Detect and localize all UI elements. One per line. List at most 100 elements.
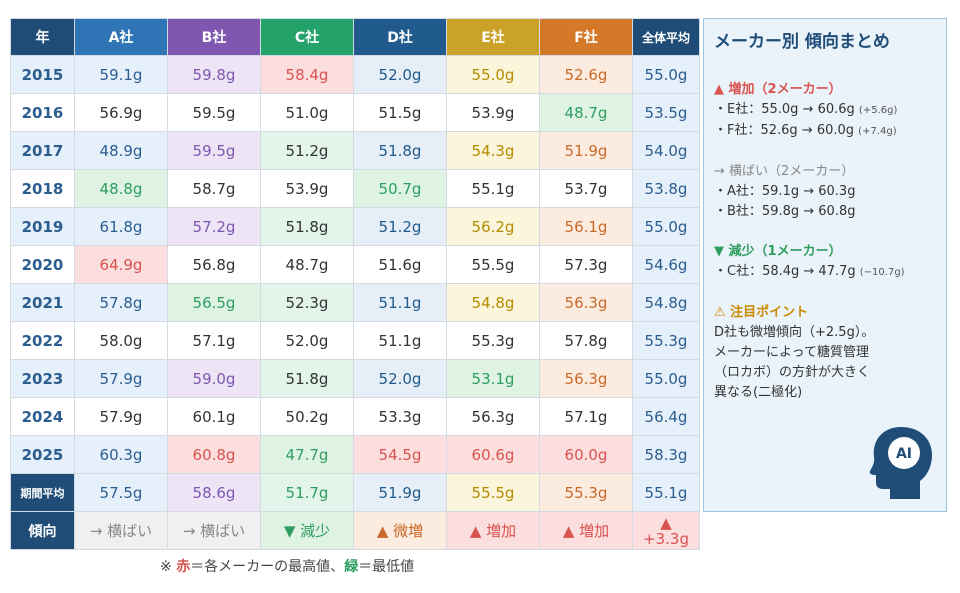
trend-cell: ▼ 減少 [260,511,354,550]
table-row: 2022 58.0g 57.1g 52.0g 51.1g 55.3g 57.8g 55.3g [10,321,700,360]
value-cell: 48.9g [74,131,168,170]
value-cell: 57.1g [167,321,261,360]
value-cell: 55.0g [446,55,540,94]
decrease-item: ・C社：58.4g → 47.7g (−10.7g) [714,262,936,283]
value-cell: 58.7g [167,169,261,208]
decrease-section: ▼ 減少（1メーカー） ・C社：58.4g → 47.7g (−10.7g) [714,240,936,283]
value-cell: 55.1g [446,169,540,208]
value-cell: 51.8g [260,207,354,246]
increase-item-delta: (+7.4g) [858,126,897,137]
legend-note: ※ 赤＝各メーカーの最高値、緑＝最低値 [160,556,414,576]
value-cell: 59.8g [167,55,261,94]
period-average-cell: 55.3g [539,473,633,512]
value-cell: 57.8g [74,283,168,322]
flat-item: ・B社：59.8g → 60.8g [714,202,936,222]
header-col-1: A社 [74,18,168,56]
table-row: 2021 57.8g 56.5g 52.3g 51.1g 54.8g 56.3g 54.8g [10,283,700,322]
year-cell: 2016 [10,93,75,132]
warning-line: 異なる(二極化) [714,385,803,400]
value-cell: 53.9g [260,169,354,208]
ai-label: AI [896,446,912,462]
period-average-cell: 58.6g [167,473,261,512]
value-cell: 56.3g [539,283,633,322]
value-cell: 53.5g [632,93,700,132]
value-cell: 55.5g [446,245,540,284]
increase-item-delta: (+5.6g) [858,105,898,116]
table-row: 2025 60.3g 60.8g 47.7g 54.5g 60.6g 60.0g 58.3g [10,435,700,474]
header-col-5: E社 [446,18,540,56]
header-year: 年 [10,18,75,56]
table-row: 2017 48.9g 59.5g 51.2g 51.8g 54.3g 51.9g 54.0g [10,131,700,170]
increase-item: ・E社：55.0g → 60.6g (+5.6g) [714,100,936,121]
period-average-cell: 51.7g [260,473,354,512]
value-cell: 55.0g [632,359,700,398]
increase-item: ・F社：52.6g → 60.0g (+7.4g) [714,121,936,142]
panel-title: メーカー別 傾向まとめ [714,32,890,52]
value-cell: 50.7g [353,169,447,208]
year-cell: 2015 [10,55,75,94]
value-cell: 59.5g [167,93,261,132]
value-cell: 56.5g [167,283,261,322]
value-cell: 54.8g [446,283,540,322]
value-cell: 51.1g [353,283,447,322]
value-cell: 51.8g [353,131,447,170]
value-cell: 48.7g [539,93,633,132]
value-cell: 60.6g [446,435,540,474]
period-average-cell: 55.5g [446,473,540,512]
value-cell: 51.2g [260,131,354,170]
year-cell: 2018 [10,169,75,208]
flat-heading: → 横ばい（2メーカー） [714,164,855,179]
value-cell: 51.5g [353,93,447,132]
value-cell: 58.0g [74,321,168,360]
trend-cell: ▲ 増加 [446,511,540,550]
summary-panel: メーカー別 傾向まとめ ▲ 増加（2メーカー） ・E社：55.0g → 60.6… [703,18,947,512]
value-cell: 53.8g [632,169,700,208]
value-cell: 57.2g [167,207,261,246]
value-cell: 60.8g [167,435,261,474]
value-cell: 52.0g [353,359,447,398]
decrease-item-text: ・C社：58.4g → 47.7g [714,264,856,279]
warning-line: （ロカボ）の方針が大きく [714,365,871,380]
year-cell: 2017 [10,131,75,170]
sugar-content-table: 年 A社 B社 C社 D社 E社 F社 全体平均 2015 59.1g 59.8g 58.4g 52.… [10,18,700,550]
value-cell: 53.3g [353,397,447,436]
header-col-3: C社 [260,18,354,56]
value-cell: 59.1g [74,55,168,94]
flat-item-text: ・A社：59.1g → 60.3g [714,184,856,199]
value-cell: 51.1g [353,321,447,360]
warning-heading: ⚠ 注目ポイント [714,305,809,320]
value-cell: 54.3g [446,131,540,170]
value-cell: 60.0g [539,435,633,474]
value-cell: 60.1g [167,397,261,436]
value-cell: 56.3g [539,359,633,398]
header-col-6: F社 [539,18,633,56]
value-cell: 56.1g [539,207,633,246]
value-cell: 54.8g [632,283,700,322]
value-cell: 51.8g [260,359,354,398]
value-cell: 51.0g [260,93,354,132]
value-cell: 57.1g [539,397,633,436]
value-cell: 59.0g [167,359,261,398]
trend-cell: ▲ 微増 [353,511,447,550]
value-cell: 58.4g [260,55,354,94]
value-cell: 53.7g [539,169,633,208]
increase-section: ▲ 増加（2メーカー） ・E社：55.0g → 60.6g (+5.6g) ・F社… [714,78,936,142]
table-row: 2024 57.9g 60.1g 50.2g 53.3g 56.3g 57.1g 56.4g [10,397,700,436]
table-row: 2016 56.9g 59.5g 51.0g 51.5g 53.9g 48.7g 53.5g [10,93,700,132]
value-cell: 48.7g [260,245,354,284]
value-cell: 51.2g [353,207,447,246]
header-row: 年 A社 B社 C社 D社 E社 F社 全体平均 [10,18,700,56]
value-cell: 54.6g [632,245,700,284]
trend-row: 傾向 → 横ばい → 横ばい ▼ 減少 ▲ 微増 ▲ 増加 ▲ 増加 ▲ +3.3g [10,511,700,550]
decrease-item-delta: (−10.7g) [859,267,905,278]
table-row: 2015 59.1g 59.8g 58.4g 52.0g 55.0g 52.6g 55.0g [10,55,700,94]
value-cell: 56.3g [446,397,540,436]
period-average-cell: 51.9g [353,473,447,512]
table-row: 2019 61.8g 57.2g 51.8g 51.2g 56.2g 56.1g 55.0g [10,207,700,246]
year-cell: 2019 [10,207,75,246]
ai-head-icon: AI [869,427,932,499]
table-row: 2018 48.8g 58.7g 53.9g 50.7g 55.1g 53.7g 53.8g [10,169,700,208]
trend-label: 傾向 [10,511,75,550]
value-cell: 48.8g [74,169,168,208]
value-cell: 52.0g [353,55,447,94]
